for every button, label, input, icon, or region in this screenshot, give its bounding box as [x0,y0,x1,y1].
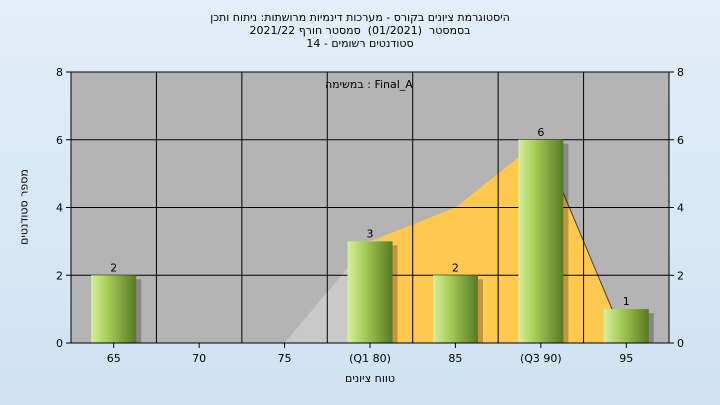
y-tick-label-right: 8 [677,66,684,79]
bar [432,275,478,343]
y-tick-label-right: 0 [677,337,684,350]
x-tick-label: 95 [619,352,633,365]
task-annotation: במשימה : Final_A [325,78,413,91]
bar [603,309,649,343]
x-tick-label: 65 [107,352,121,365]
x-tick-label: (Q1 80) [349,352,391,365]
data-label: 1 [623,295,630,308]
y-tick-label-left: 4 [56,202,63,215]
x-tick-label: (Q3 90) [520,352,562,365]
y-tick-label-left: 2 [56,269,63,282]
data-label: 2 [110,261,117,274]
title-line-1: היסטוגרמת ציונים בקורס - מערכות דינמיות … [210,11,510,24]
data-label: 3 [367,227,374,240]
y-tick-label-right: 6 [677,134,684,147]
x-axis-title: טווח ציונים [345,372,395,385]
y-tick-label-left: 8 [56,66,63,79]
y-tick-label-right: 4 [677,202,684,215]
data-label: 6 [537,126,544,139]
bar [518,139,564,343]
x-tick-label: 75 [278,352,292,365]
data-label: 2 [452,261,459,274]
bar [91,275,137,343]
y-tick-label-right: 2 [677,269,684,282]
y-axis-title: מספר סטודנטים [17,169,31,245]
x-tick-label: 85 [448,352,462,365]
bar [347,241,393,343]
title-line-3: סטודנטים רשומים - 14 [306,37,414,50]
y-tick-label-left: 6 [56,134,63,147]
x-tick-label: 70 [192,352,206,365]
y-tick-label-left: 0 [56,337,63,350]
title-line-2: בסמסטר (01/2021) סמסטר חורף 2021/22 [249,24,471,37]
